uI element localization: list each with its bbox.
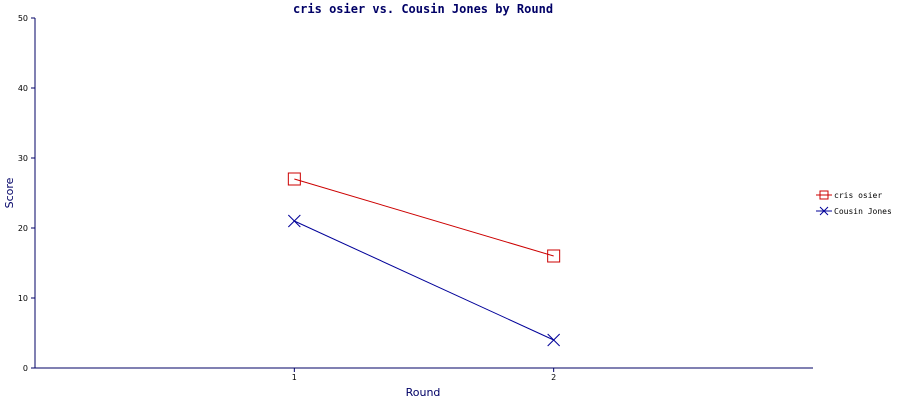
legend-marker-square (819, 190, 829, 200)
data-point-x (547, 333, 561, 347)
legend-item: cris osier (816, 190, 882, 200)
y-tick-label: 20 (18, 224, 28, 233)
y-tick-label: 50 (18, 14, 28, 23)
y-axis: 0 10 20 30 40 50 (18, 14, 36, 373)
x-tick-label: 2 (551, 373, 556, 382)
legend-item: Cousin Jones (816, 206, 892, 216)
series-layer (287, 172, 561, 347)
y-tick-label: 0 (23, 364, 28, 373)
y-tick-label: 10 (18, 294, 28, 303)
data-point-square (547, 249, 561, 263)
x-tick-label: 1 (292, 373, 297, 382)
chart-title: cris osier vs. Cousin Jones by Round (293, 2, 553, 16)
data-point-x (287, 214, 301, 228)
data-point-square (287, 172, 301, 186)
x-axis-label: Round (406, 386, 441, 399)
series-line (294, 220, 554, 341)
y-ticks: 0 10 20 30 40 50 (18, 14, 35, 373)
legend-label: Cousin Jones (834, 207, 892, 216)
legend-marker-x (819, 206, 829, 216)
y-tick-label: 30 (18, 154, 28, 163)
legend-label: cris osier (834, 191, 882, 200)
series-line (294, 178, 554, 257)
series-cris-osier (287, 172, 561, 263)
legend: cris osier Cousin Jones (816, 190, 892, 216)
series-cousin-jones (287, 214, 561, 347)
y-tick-label: 40 (18, 84, 28, 93)
y-axis-label: Score (3, 177, 16, 208)
